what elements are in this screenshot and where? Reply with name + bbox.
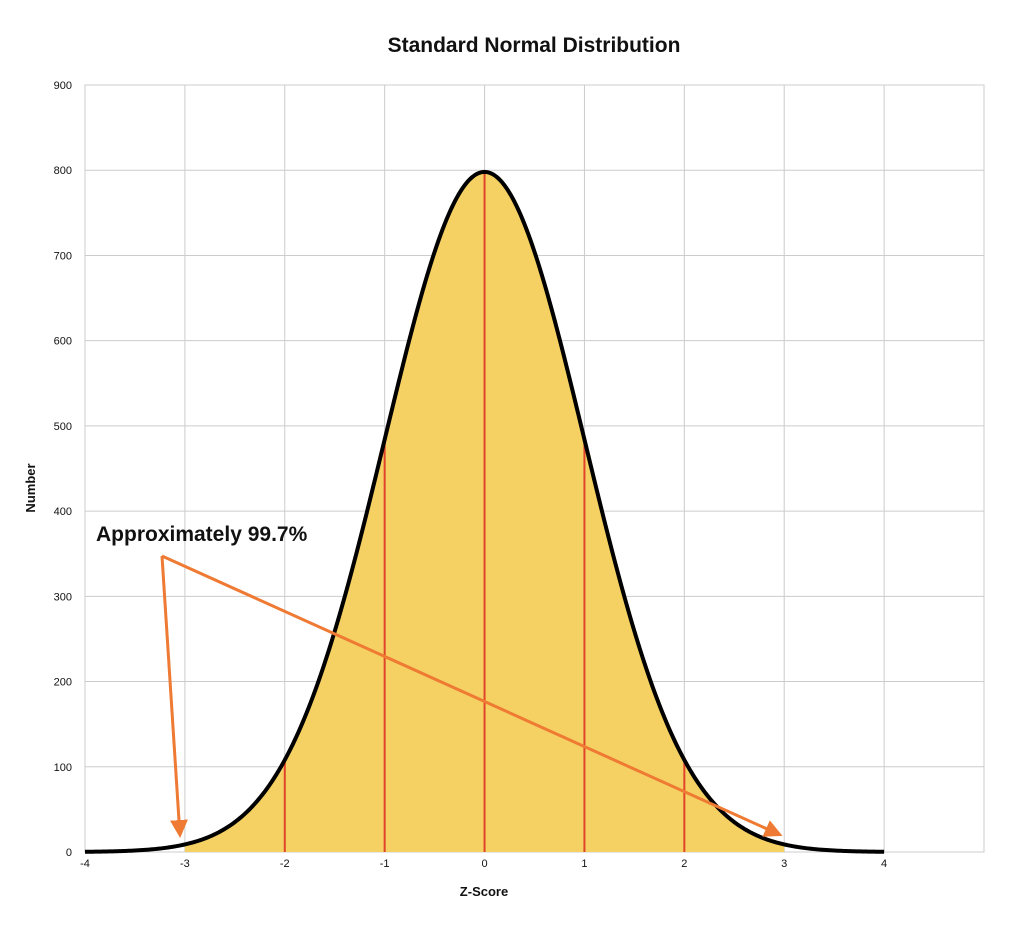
x-tick-label: 4 (881, 858, 887, 870)
y-tick-label: 600 (54, 336, 72, 348)
y-axis-ticks: 0 100 200 300 400 500 600 700 800 900 (54, 80, 72, 859)
x-tick-label: -4 (80, 858, 90, 870)
y-tick-label: 500 (54, 421, 72, 433)
x-tick-label: -3 (180, 858, 190, 870)
x-tick-label: 3 (781, 858, 787, 870)
y-tick-label: 800 (54, 165, 72, 177)
y-tick-label: 400 (54, 506, 72, 518)
y-tick-label: 100 (54, 762, 72, 774)
y-tick-label: 900 (54, 80, 72, 92)
y-tick-label: 300 (54, 591, 72, 603)
annotation: Approximately 99.7% (96, 523, 783, 839)
x-axis-ticks: -4 -3 -2 -1 0 1 2 3 4 (80, 858, 887, 870)
x-tick-label: 2 (681, 858, 687, 870)
plot-area (84, 169, 885, 854)
x-tick-label: -1 (380, 858, 390, 870)
annotation-text: Approximately 99.7% (96, 523, 308, 546)
y-axis-label: Number (23, 463, 38, 512)
x-tick-label: 0 (481, 858, 487, 870)
y-tick-label: 200 (54, 677, 72, 689)
grid (84, 84, 985, 853)
x-tick-label: -2 (280, 858, 290, 870)
x-axis-label: Z-Score (460, 884, 508, 899)
annotation-arrow (160, 555, 188, 839)
y-tick-label: 0 (66, 847, 72, 859)
chart-title: Standard Normal Distribution (388, 34, 681, 57)
series-curve (84, 169, 885, 854)
annotation-arrow (161, 554, 783, 837)
x-tick-label: 1 (581, 858, 587, 870)
y-tick-label: 700 (54, 250, 72, 262)
